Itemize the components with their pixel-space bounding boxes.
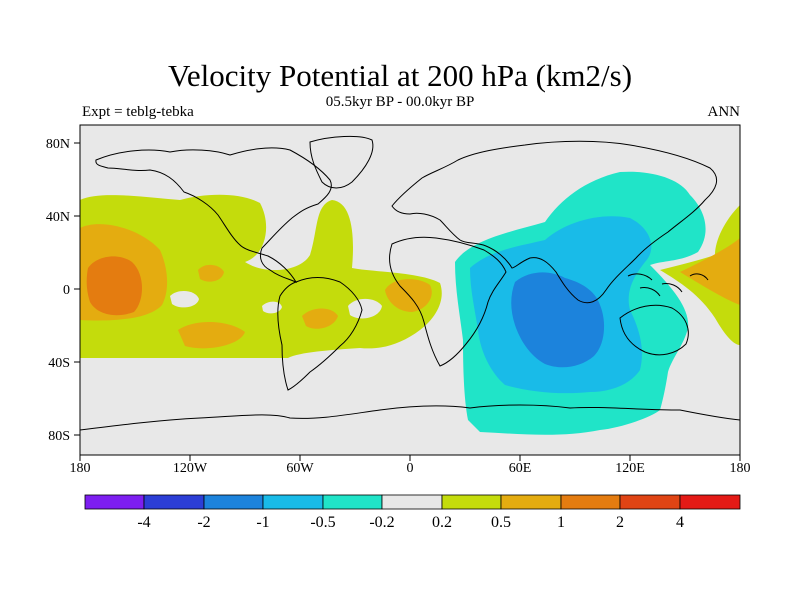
contour-wpac-1 [680,238,740,305]
contour-hole-2 [348,298,382,319]
y-axis: 80N 40N 0 40S 80S [46,137,80,444]
contour-indian-1 [511,272,605,368]
coast-north-america [95,147,332,284]
coast-africa [389,236,507,367]
colorbar-label: 4 [676,514,684,531]
colorbar-swatch [560,494,621,510]
coast-europe-asia [391,140,718,304]
coastlines [80,135,740,431]
colorbar-swatch [500,494,562,510]
contour-hole-1 [170,290,199,308]
colorbar-swatch [619,494,681,510]
map-subtitle: 05.5kyr BP - 00.0kyr BP [325,94,475,110]
contour-pacific-1c [178,321,245,349]
y-tick-label: 40S [48,356,70,371]
x-tick-label: 180 [70,461,91,476]
season-label: ANN [707,104,741,120]
y-tick-label: 0 [63,283,70,298]
x-tick-label: 120E [615,461,645,476]
x-tick-label: 180 [730,461,751,476]
colorbar-label: -4 [137,514,150,531]
colorbar-label: -2 [197,514,210,531]
colorbar-swatch [381,494,443,510]
experiment-label: Expt = teblg-tebka [82,104,194,120]
colorbar-label: 1 [557,514,565,531]
colorbar-label: 0.5 [491,514,511,531]
contour-atlantic-1 [385,279,432,312]
contour-hole-3 [262,301,282,314]
contour-pacific-0.5 [80,194,442,358]
coast-australia [619,304,689,356]
colorbar-swatch [322,494,383,510]
colorbar-swatch [143,494,205,510]
y-tick-label: 80N [46,137,70,152]
colorbar-label: -1 [256,514,269,531]
y-tick-label: 80S [48,429,70,444]
contour-pacific-1d [302,308,338,329]
coast-antarctica [80,404,740,431]
x-tick-label: 120W [173,461,208,476]
colorbar-swatch [84,494,145,510]
contour-pacific-2 [86,256,143,316]
x-axis: 180 120W 60W 0 60E 120E 180 [70,455,751,476]
colorbar-label: 0.2 [432,514,452,531]
contour-fields [80,171,740,435]
coast-greenland [309,135,374,189]
colorbar-swatch [441,494,502,510]
map-title: Velocity Potential at 200 hPa (km2/s) [167,58,633,93]
colorbar-label: -0.5 [310,514,335,531]
contour-pacific-1b [198,264,224,282]
x-tick-label: 60W [286,461,314,476]
colorbar-swatch [203,494,264,510]
colorbar-label: -0.2 [369,514,394,531]
colorbar-swatch [262,494,324,510]
colorbar-label: 2 [616,514,624,531]
colorbar-swatch [679,494,741,510]
x-tick-label: 0 [407,461,414,476]
y-tick-label: 40N [46,210,70,225]
x-tick-label: 60E [509,461,532,476]
coast-south-america [277,277,363,391]
coast-maritime-continent [627,273,709,297]
colorbar: -4 -2 -1 -0.5 -0.2 0.2 0.5 1 2 4 [84,494,741,531]
